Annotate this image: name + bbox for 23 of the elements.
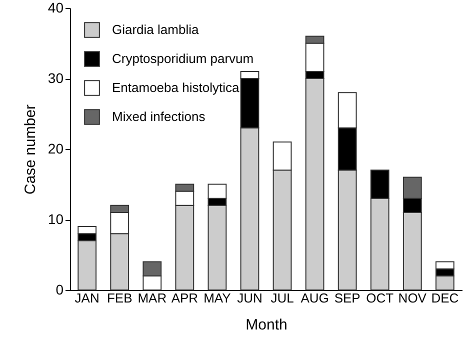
x-tick-label: JUN xyxy=(237,290,262,306)
y-tick-label: 30 xyxy=(48,70,64,86)
y-tick-label: 10 xyxy=(48,211,64,227)
x-tick-label: SEP xyxy=(334,290,360,306)
x-tick-label: OCT xyxy=(366,290,394,306)
x-tick-label: MAY xyxy=(204,290,232,306)
y-tick-label: 20 xyxy=(48,140,64,156)
x-tick-label: DEC xyxy=(431,290,459,306)
x-tick-label: JAN xyxy=(74,290,100,306)
x-tick-label: FEB xyxy=(106,290,132,306)
y-tick-label: 0 xyxy=(56,282,64,298)
legend-label: Mixed infections xyxy=(112,109,206,124)
legend-label: Giardia lamblia xyxy=(112,22,200,37)
x-tick-label: AUG xyxy=(300,290,329,306)
x-tick-label: APR xyxy=(171,290,198,306)
x-axis-title: Month xyxy=(246,316,288,334)
x-tick-label: JUL xyxy=(270,290,294,306)
legend-label: Cryptosporidium parvum xyxy=(112,51,254,66)
x-tick-label: MAR xyxy=(138,290,167,306)
y-tick-label: 40 xyxy=(48,0,64,16)
y-axis-title: Case number xyxy=(22,104,39,195)
x-tick-label: NOV xyxy=(398,290,427,306)
legend-label: Entamoeba histolytica xyxy=(112,80,240,95)
